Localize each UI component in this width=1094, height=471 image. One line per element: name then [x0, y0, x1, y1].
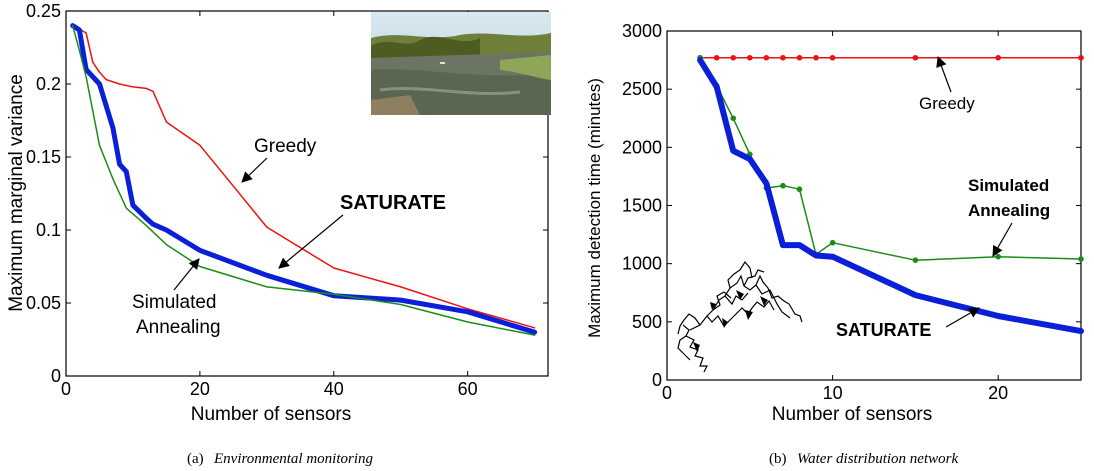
chart-b-series-simulated-annealing-line	[699, 57, 1082, 261]
chart-b-series-greedy-point	[995, 54, 1001, 61]
chart-b-xtick-label: 10	[823, 383, 843, 403]
chart-a-ytick-label: 0.25	[26, 1, 61, 21]
chart-b-caption-title: Water distribution network	[797, 451, 958, 467]
chart-b-ytick-label: 2000	[622, 137, 662, 157]
chart-a-xlabel: Number of sensors	[191, 404, 352, 425]
chart-b-caption-tag: (b)	[769, 451, 787, 467]
chart-b-ytick-label: 500	[632, 312, 662, 332]
chart-a-ytick-label: 0.2	[36, 74, 61, 94]
chart-b-plot-frame	[666, 30, 1082, 381]
chart-b-series-simulated-annealing-point	[780, 182, 786, 189]
chart-a-text: Number of sensors Maximum marginal varia…	[6, 74, 446, 467]
annotation-saturate-a: SATURATE	[340, 192, 446, 214]
annotation-saturate-b: SATURATE	[836, 320, 931, 340]
chart-a-xtick-label: 0	[61, 379, 71, 399]
chart-a-ytick-label: 0.15	[26, 147, 61, 167]
chart-b-series-simulated-annealing-point	[829, 239, 836, 246]
arrow-simulated-a	[173, 258, 200, 291]
chart-a-xtick-label: 60	[458, 379, 478, 399]
chart-b-series-greedy-point	[730, 54, 737, 61]
chart-b-xtick-label: 20	[988, 383, 1008, 403]
chart-b-ytick-label: 2500	[622, 79, 662, 99]
chart-a-xtick-label: 40	[324, 379, 344, 399]
chart-b-series-greedy-point	[829, 54, 836, 61]
annotation-greedy-b: Greedy	[919, 94, 975, 113]
chart-a-ytick-label: 0.1	[36, 220, 61, 240]
chart-b-series-saturate-line	[697, 57, 1084, 335]
chart-b-text: Number of sensors Maximum detection time…	[585, 55, 1050, 467]
chart-b-series-greedy-point	[813, 54, 819, 61]
arrow-greedy-b	[936, 55, 952, 93]
annotation-simulated-b: Simulated	[968, 176, 1049, 195]
arrow-saturate-b	[945, 307, 980, 328]
annotation-annealing-a: Annealing	[136, 317, 221, 338]
annotation-simulated-a: Simulated	[132, 292, 217, 313]
chart-a-caption-title: Environmental monitoring	[213, 451, 374, 467]
chart-b-xtick-label: 0	[662, 383, 672, 403]
chart-b-ylabel: Maximum detection time (minutes)	[585, 78, 604, 338]
river-photo-inset	[371, 12, 551, 115]
chart-a-ytick-label: 0.05	[26, 293, 61, 313]
chart-b-series-greedy-point	[1078, 54, 1084, 61]
chart-a-ylabel: Maximum marginal variance	[6, 74, 27, 312]
chart-a-xtick-label: 20	[190, 379, 210, 399]
arrow-simulated-b	[992, 222, 1013, 257]
chart-b-series-simulated-annealing-point	[1078, 256, 1084, 262]
chart-b-ytick-label: 3000	[622, 21, 662, 41]
chart-b-xlabel: Number of sensors	[772, 404, 933, 425]
chart-b-series-simulated-annealing-point	[796, 186, 803, 193]
chart-a: 0 20 40 60 0 0.05 0.1 0.15 0.2 0.25 Number of sen…	[6, 1, 551, 467]
chart-b-series-simulated-annealing-point	[912, 257, 919, 263]
chart-a-ytick-label: 0	[51, 366, 61, 386]
network-graph-inset	[677, 260, 803, 373]
chart-b-series-greedy-point	[796, 54, 803, 61]
chart-b-series-simulated-annealing-point	[995, 253, 1001, 260]
chart-b-ytick-label: 0	[652, 370, 662, 390]
annotation-greedy-a: Greedy	[254, 136, 317, 157]
chart-b-series-greedy-point	[912, 54, 919, 61]
chart-a-series-greedy-line	[71, 24, 536, 329]
chart-b-ytick-label: 1500	[622, 196, 662, 216]
chart-b-series-greedy-point	[763, 54, 770, 61]
arrow-saturate-a	[278, 214, 344, 269]
chart-b-series-simulated-annealing-point	[730, 115, 737, 122]
chart-b-series-greedy-point	[747, 54, 753, 61]
chart-a-series-simulated-annealing-line	[71, 24, 536, 336]
chart-b-series-greedy-point	[713, 54, 720, 61]
chart-b-ytick-label: 1000	[622, 254, 662, 274]
arrow-greedy-a	[241, 157, 268, 183]
annotation-annealing-b: Annealing	[968, 201, 1050, 220]
chart-a-caption-tag: (a)	[187, 451, 204, 467]
chart-b-series-greedy-point	[780, 54, 786, 61]
chart-b: 0 10 20 0 500 1000 1500 2000 2500 3000 Number of …	[585, 21, 1084, 467]
